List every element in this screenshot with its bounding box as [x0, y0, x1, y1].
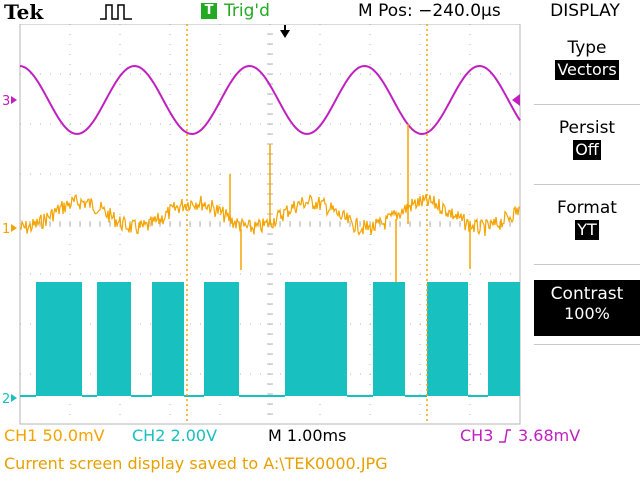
ch2-marker-arrow	[11, 394, 17, 402]
menu-persist-value: Off	[573, 140, 601, 160]
menu-persist-label: Persist	[558, 118, 616, 138]
menu-contrast-label: Contrast	[550, 284, 624, 304]
menu-type-label: Type	[567, 38, 607, 58]
menu-format-label: Format	[557, 198, 617, 218]
ch1-marker: 1	[2, 222, 10, 237]
ch1-scale: CH1 50.0mV	[4, 426, 105, 445]
ch3-trigger-level-icon	[512, 94, 520, 106]
side-menu: Type Vectors Persist Off Format YT Contr…	[522, 24, 640, 425]
ch1-marker-arrow	[11, 224, 17, 232]
ch2-burst	[488, 282, 520, 396]
ch2-burst	[36, 282, 82, 396]
ch2-burst	[285, 282, 347, 396]
ch3-marker-arrow	[11, 96, 17, 104]
trigger-level: 3.68mV	[518, 426, 581, 445]
ch2-marker: 2	[2, 392, 10, 407]
timebase: M 1.00ms	[268, 426, 347, 445]
ch2-burst	[373, 282, 405, 396]
ch3-waveform	[19, 64, 521, 136]
ch2-burst	[152, 282, 184, 396]
menu-divider	[534, 344, 640, 345]
menu-title: DISPLAY	[550, 1, 620, 21]
ch2-burst	[97, 282, 131, 396]
brand-logo: Tek	[4, 0, 44, 24]
horizontal-position: M Pos: −240.0µs	[358, 1, 501, 21]
menu-type-button[interactable]: Type Vectors	[534, 24, 640, 105]
trigger-marker-icon	[280, 30, 290, 38]
ch2-scale: CH2 2.00V	[132, 426, 218, 445]
menu-format-value: YT	[575, 220, 599, 240]
menu-contrast-value: 100%	[562, 304, 612, 324]
ch2-waveform	[20, 282, 520, 397]
trigger-badge: T	[201, 3, 217, 19]
waveform-display: 3 1 2	[2, 24, 521, 425]
ch2-burst	[427, 282, 468, 396]
time-cursors	[186, 24, 428, 424]
menu-persist-button[interactable]: Persist Off	[534, 104, 640, 185]
menu-contrast-button[interactable]: Contrast 100%	[534, 280, 640, 336]
status-header: Tek T Trig'd M Pos: −240.0µs DISPLAY	[0, 0, 640, 24]
menu-type-value: Vectors	[555, 60, 619, 80]
ch2-burst	[204, 282, 239, 396]
status-message: Current screen display saved to A:\TEK00…	[4, 454, 388, 473]
ch3-trigger-source: CH3	[460, 426, 494, 445]
trigger-status: Trig'd	[224, 1, 270, 21]
trigger-edge-icon	[499, 429, 511, 443]
pulse-icon	[100, 4, 132, 20]
menu-format-button[interactable]: Format YT	[534, 184, 640, 265]
ch3-marker: 3	[2, 94, 10, 109]
